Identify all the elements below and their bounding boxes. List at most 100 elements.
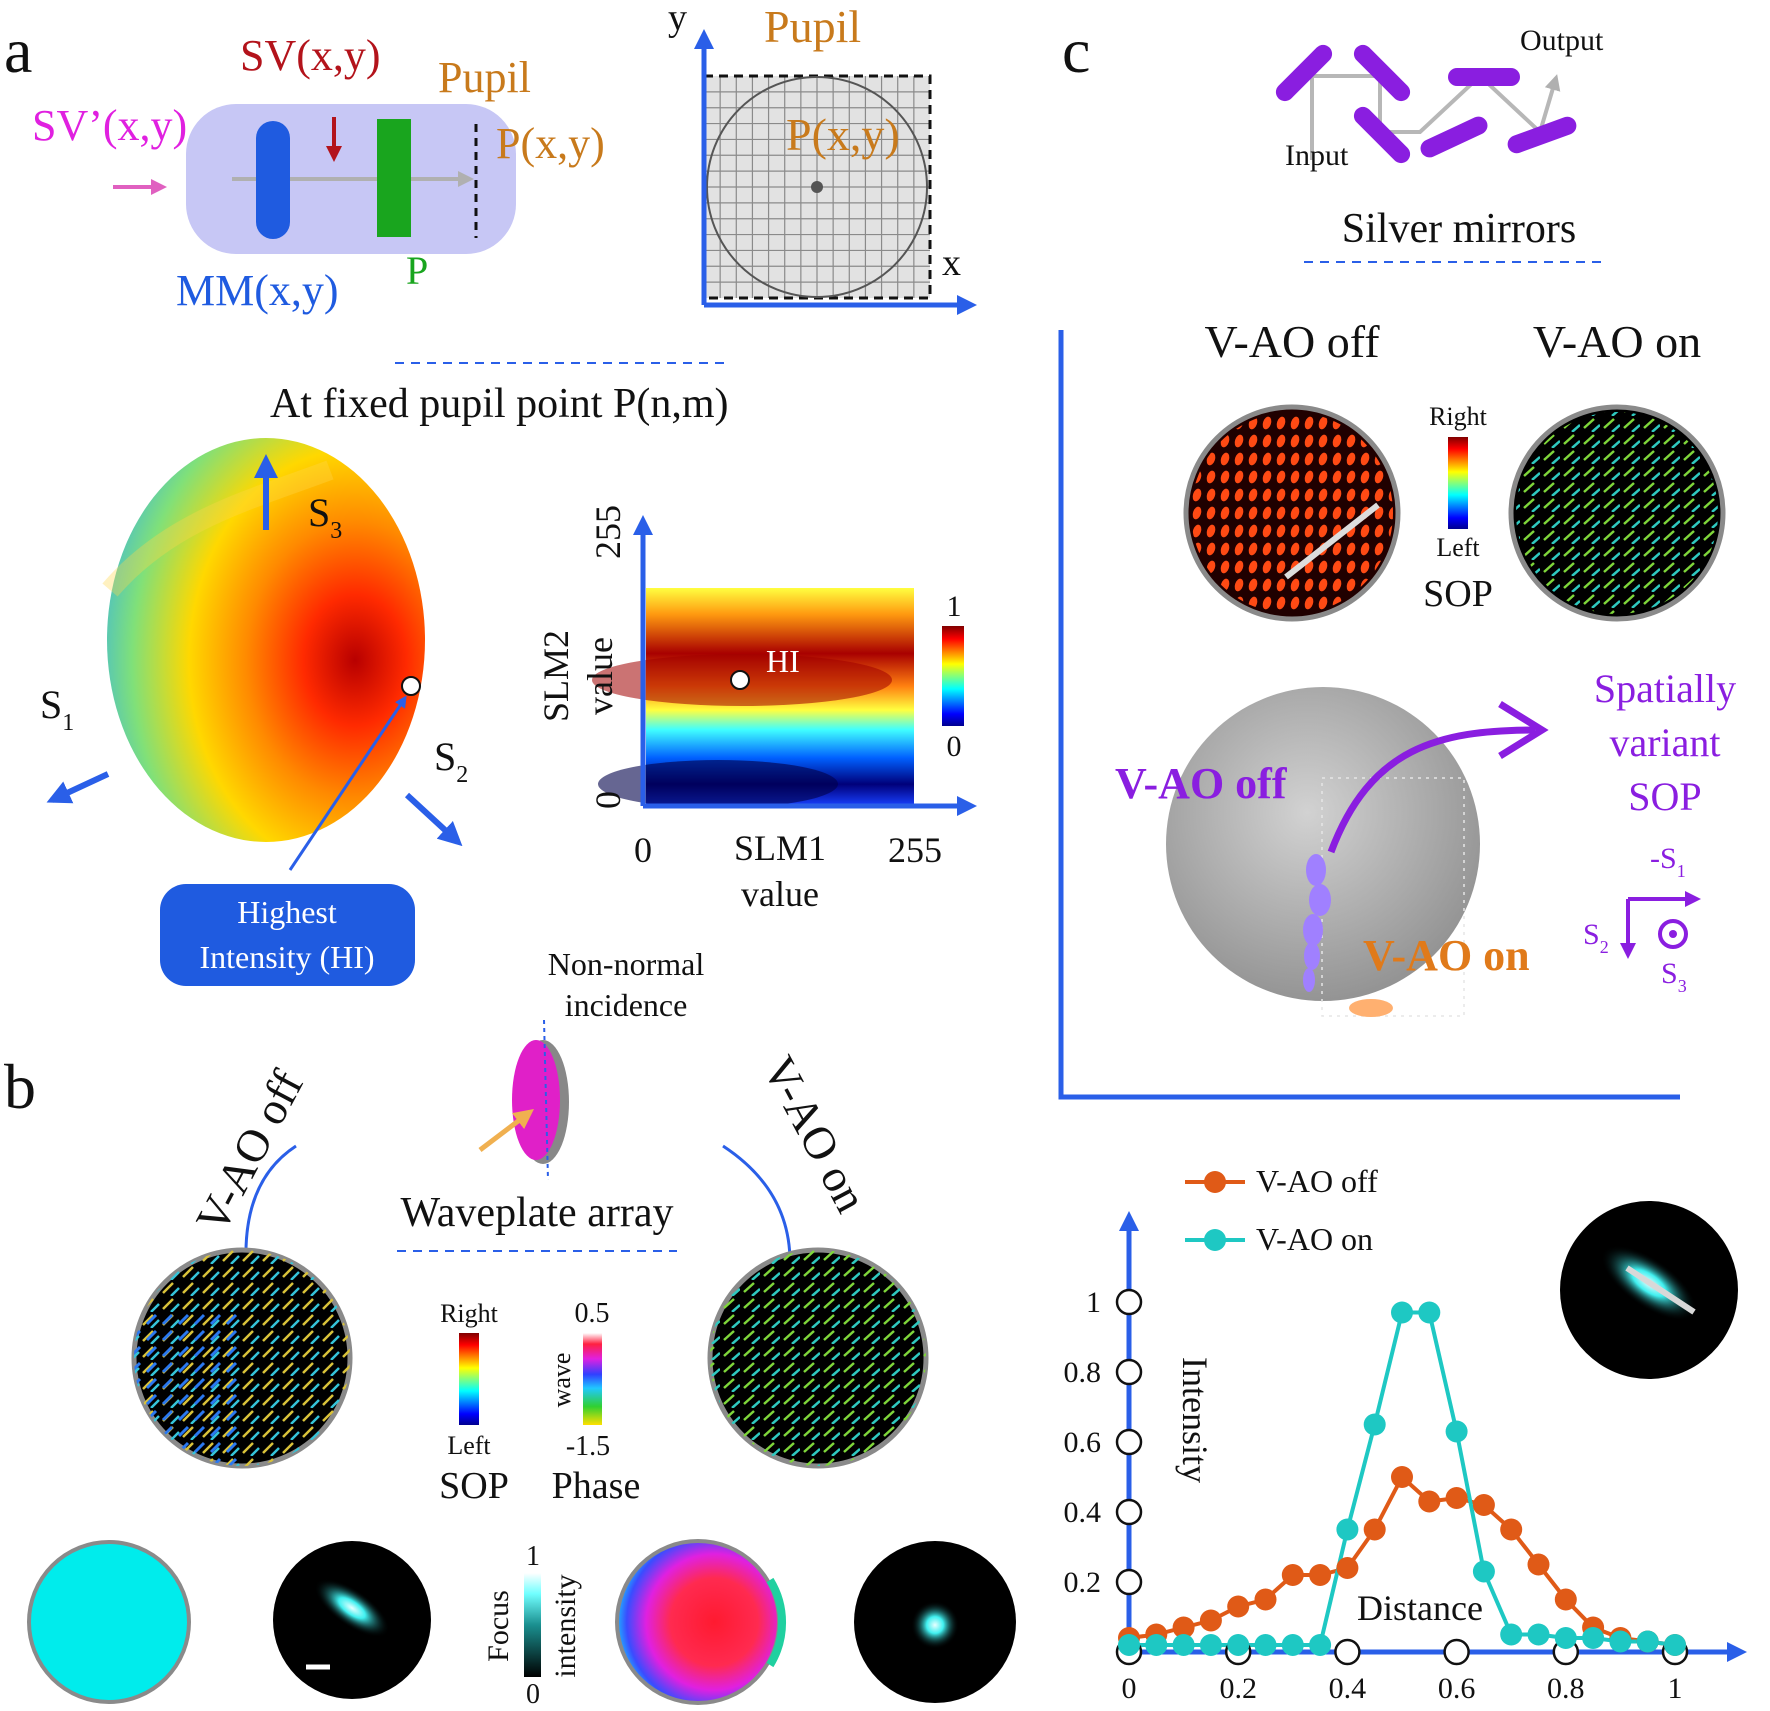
y-tick-mark (1115, 1428, 1143, 1456)
grid-title: Pupil (764, 1, 861, 52)
data-point-on (1582, 1627, 1605, 1649)
mirror-6 (1507, 116, 1577, 154)
s3-symbol-c (1658, 919, 1688, 949)
data-point-off (1227, 1595, 1250, 1618)
vao-on-curve-arrow (722, 1144, 796, 1265)
y-tick-mark (1115, 1288, 1143, 1316)
data-point-on (1472, 1560, 1495, 1583)
phase-colorbar: 0.5 wave -1.5 Phase (547, 1298, 640, 1507)
legend-marker (1204, 1229, 1226, 1251)
focus-cb-title-line2: intensity (549, 1574, 582, 1677)
legend-label: V-AO off (1256, 1163, 1378, 1199)
sop-cb-c-title: SOP (1423, 573, 1493, 615)
vao-on-title: V-AO on (1533, 316, 1701, 367)
chart-xlabel: Distance (1357, 1588, 1483, 1628)
sv-label: SV(x,y) (240, 31, 381, 80)
mirror-3 (1353, 106, 1411, 164)
sop-cb-c-bottom: Left (1436, 533, 1480, 562)
legend-marker (1204, 1171, 1226, 1193)
silver-mirrors-caption: Silver mirrors (1342, 206, 1576, 252)
mm-label: MM(x,y) (176, 266, 339, 315)
heatmap-ylabel-line2: value (580, 637, 620, 715)
s1-label: S1 (40, 682, 74, 736)
chart-tick-labels: 0 0.2 0.4 0.6 0.8 1 0.2 0.4 0.6 0.8 1 (1064, 1286, 1683, 1705)
hi-label: HI (766, 643, 800, 679)
mirror-1 (1275, 44, 1333, 102)
spatially-line3: SOP (1628, 774, 1701, 819)
s3-symbol-dot-c (1669, 930, 1677, 938)
vao-off-title: V-AO off (1204, 316, 1380, 367)
x-tick-label: 1 (1668, 1672, 1683, 1705)
sop-cb-b-bottom: Left (447, 1431, 491, 1460)
data-point-on (1609, 1630, 1632, 1653)
vao-off-point-cloud (1303, 854, 1331, 992)
focus-c-line (1625, 1265, 1696, 1315)
heatmap-xlabel-line1: SLM1 (734, 828, 826, 868)
data-point-on (1118, 1634, 1140, 1656)
sop-map-c-off-pattern (1191, 412, 1393, 614)
incidence-arrow (478, 1108, 534, 1152)
non-normal-line2: incidence (565, 987, 688, 1023)
optical-system-diagram: SV’(x,y) SV(x,y) Pupil P(x,y) MM(x,y) P (32, 31, 605, 315)
data-point-on (1418, 1301, 1441, 1324)
pupil-grid: y x Pupil P(x,y) (668, 0, 977, 315)
data-point-off (1391, 1466, 1413, 1488)
data-point-on (1554, 1627, 1577, 1649)
data-point-on (1500, 1623, 1523, 1646)
data-point-on (1281, 1634, 1304, 1656)
data-point-off (1445, 1487, 1468, 1509)
spatially-variant-arrow (1327, 726, 1536, 854)
phase-map-b-on-disk (615, 1539, 781, 1705)
x-tick-label: 0.8 (1547, 1672, 1585, 1705)
fixed-point-caption: At fixed pupil point P(n,m) (270, 381, 728, 427)
data-point-off (1309, 1564, 1332, 1586)
data-point-off (1336, 1557, 1359, 1579)
waveplate-face (512, 1040, 560, 1160)
data-point-off (1418, 1490, 1441, 1513)
sop-cb-b-title: SOP (439, 1465, 509, 1507)
sop-cb-b-bar (459, 1333, 479, 1425)
y-tick-label: 0.4 (1064, 1496, 1102, 1529)
neg-s1-label: -S1 (1650, 842, 1686, 881)
sop-map-c-off-line (1284, 502, 1380, 580)
sop-map-b-off (131, 1247, 353, 1469)
grey-sphere (1166, 687, 1480, 1001)
sop-map-b-on-pattern (710, 1250, 926, 1466)
y-tick-label: 1 (1086, 1286, 1101, 1319)
heatmap-xlabel-line2: value (741, 874, 819, 914)
x-tick-label: 0.6 (1438, 1672, 1476, 1705)
focus-b-off-spot (314, 1578, 390, 1638)
data-point-on (1527, 1623, 1550, 1646)
data-point-on (1664, 1634, 1686, 1656)
input-label: Input (1285, 139, 1349, 172)
heatmap-y-min: 0 (588, 791, 628, 809)
vao-on-point-cloud (1349, 999, 1393, 1017)
p-label: P (406, 248, 428, 293)
silver-mirrors-diagram: Input Output Silver mirrors (1275, 24, 1608, 263)
heatmap-trough (598, 760, 838, 808)
y-tick-mark (1115, 1498, 1143, 1526)
sop-map-b-off-blue-region (134, 1310, 240, 1466)
grid-x-label: x (942, 242, 961, 284)
y-tick-label: 0.6 (1064, 1426, 1102, 1459)
vao-off-curve-arrow (239, 1144, 297, 1263)
focus-spot-c (1560, 1201, 1738, 1379)
output-label: Output (1520, 24, 1604, 57)
s2-label: S2 (434, 734, 468, 788)
focus-cb-bottom: 0 (526, 1679, 540, 1710)
waveplate-caption: Waveplate array (401, 1190, 674, 1236)
heatmap-x-max: 255 (888, 830, 942, 870)
sv-prime-label: SV’(x,y) (32, 101, 187, 150)
sop-map-c-on-pattern (1516, 412, 1718, 614)
phase-map-b-on-rim (766, 1577, 787, 1668)
data-point-on (1636, 1630, 1659, 1653)
sop-colorbar-c: Right Left SOP (1423, 402, 1493, 615)
focus-spot-b-on (854, 1541, 1016, 1703)
x-tick-label: 0 (1122, 1672, 1137, 1705)
legend-label: V-AO on (1256, 1221, 1373, 1257)
data-point-off (1472, 1494, 1495, 1516)
data-point-on (1172, 1634, 1195, 1656)
heatmap-x-min: 0 (634, 830, 652, 870)
phase-cb-bottom: -1.5 (566, 1431, 610, 1462)
